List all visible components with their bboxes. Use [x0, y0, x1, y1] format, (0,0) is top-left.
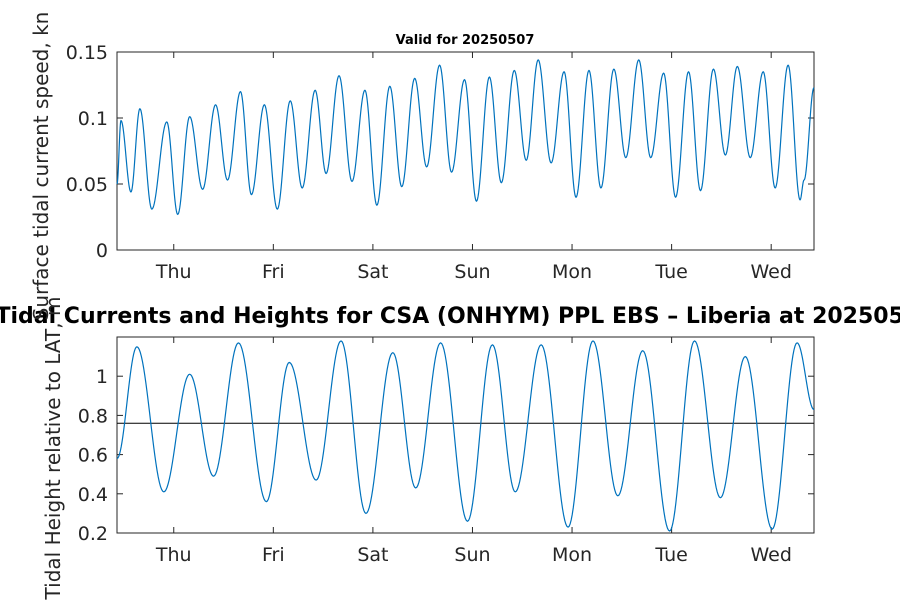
- x-tick-label: Wed: [750, 544, 791, 566]
- y-tick-label: 0.2: [78, 523, 108, 545]
- bottom-y-axis-label: Tidal Height relative to LAT, m: [41, 297, 65, 600]
- y-tick-label: 0.15: [66, 42, 108, 64]
- series-line: [116, 59, 815, 216]
- y-tick-label: 1: [96, 366, 108, 388]
- top-chart-title: Valid for 20250507: [396, 33, 535, 48]
- x-tick-label: Wed: [750, 261, 791, 283]
- x-tick-label: Sat: [357, 544, 388, 566]
- y-tick-label: 0.05: [66, 174, 108, 196]
- x-tick-label: Thu: [155, 544, 192, 566]
- x-tick-label: Tue: [654, 544, 687, 566]
- top-y-axis-label: Surface tidal current speed, kn: [29, 12, 53, 321]
- x-tick-label: Mon: [552, 544, 592, 566]
- series-line: [116, 340, 815, 532]
- x-tick-label: Mon: [552, 261, 592, 283]
- bottom-chart-title: Tidal Currents and Heights for CSA (ONHY…: [0, 304, 900, 329]
- tidal-height-axes: 0.2 0.4 0.6 0.8 1 Thu Fri Sat Sun Mon Tue Wed: [78, 336, 815, 566]
- y-tick-label: 0.6: [78, 445, 108, 467]
- x-tick-label: Sun: [454, 544, 490, 566]
- current-speed-axes: 0 0.05 0.1 0.15 Thu Fri Sat Sun Mon Tue Wed: [66, 42, 815, 283]
- x-tick-label: Thu: [155, 261, 192, 283]
- x-tick-label: Fri: [262, 544, 285, 566]
- axes-frame: [116, 336, 815, 534]
- x-tick-label: Sat: [357, 261, 388, 283]
- x-tick-label: Sun: [454, 261, 490, 283]
- y-tick-label: 0.1: [78, 108, 108, 130]
- x-tick-label: Fri: [262, 261, 285, 283]
- y-tick-label: 0.4: [78, 484, 108, 506]
- y-tick-label: 0: [96, 240, 108, 262]
- x-tick-label: Tue: [654, 261, 687, 283]
- y-tick-label: 0.8: [78, 405, 108, 427]
